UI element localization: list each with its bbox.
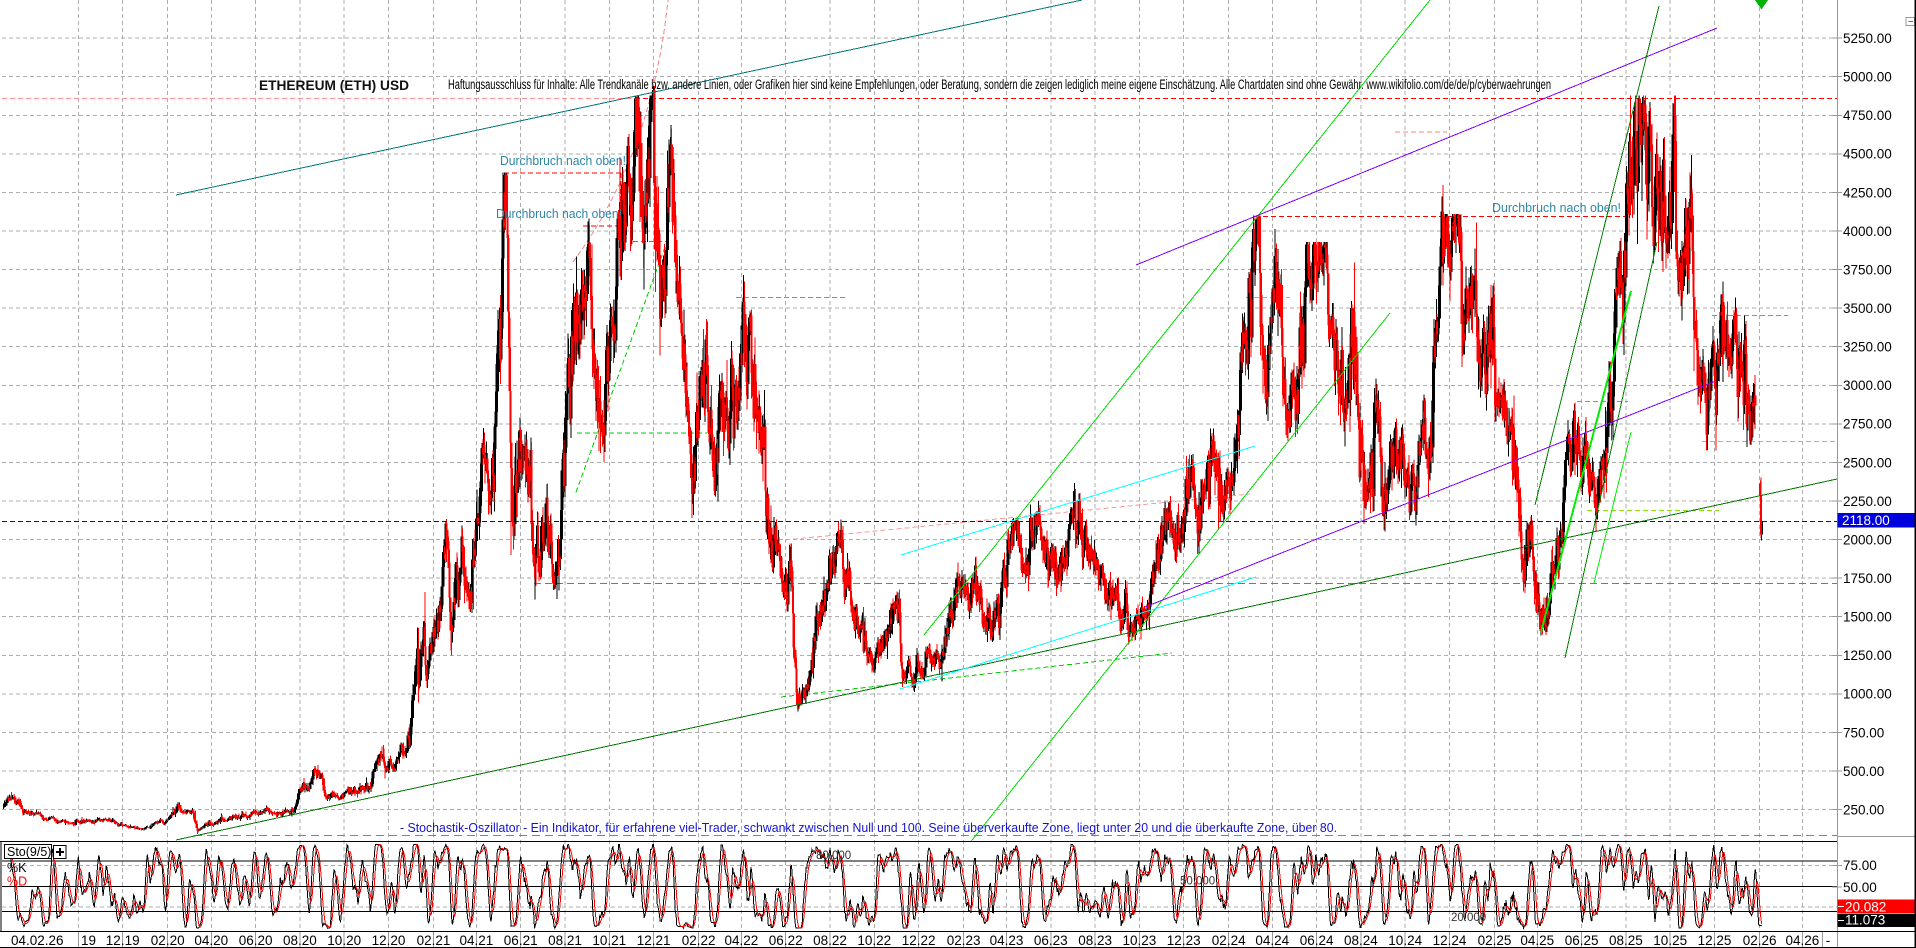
svg-text:Sto(9/5): Sto(9/5): [7, 845, 51, 859]
svg-text:1250.00: 1250.00: [1843, 648, 1892, 663]
svg-text:10.21: 10.21: [592, 933, 626, 948]
svg-text:10.20: 10.20: [327, 933, 361, 948]
svg-text:06.23: 06.23: [1034, 933, 1068, 948]
svg-text:Durchbruch nach oben!: Durchbruch nach oben!: [500, 153, 626, 168]
svg-text:12.23: 12.23: [1167, 933, 1201, 948]
svg-text:%D: %D: [7, 875, 27, 889]
svg-text:06.21: 06.21: [504, 933, 538, 948]
svg-text:Haftungsausschluss für Inhalte: Haftungsausschluss für Inhalte: Alle Tre…: [448, 77, 1551, 92]
svg-text:500.00: 500.00: [1843, 764, 1884, 779]
svg-text:12.21: 12.21: [637, 933, 671, 948]
svg-text:08.23: 08.23: [1078, 933, 1112, 948]
svg-text:08.21: 08.21: [548, 933, 582, 948]
svg-text:08.25: 08.25: [1609, 933, 1643, 948]
svg-text:2750.00: 2750.00: [1843, 417, 1892, 432]
svg-text:3250.00: 3250.00: [1843, 340, 1892, 355]
svg-text:1000.00: 1000.00: [1843, 687, 1892, 702]
svg-text:04.24: 04.24: [1255, 933, 1289, 948]
svg-text:4500.00: 4500.00: [1843, 147, 1892, 162]
svg-text:02.26: 02.26: [1743, 933, 1777, 948]
svg-text:3500.00: 3500.00: [1843, 301, 1892, 316]
svg-text:1750.00: 1750.00: [1843, 571, 1892, 586]
svg-text:10.24: 10.24: [1388, 933, 1422, 948]
svg-text:20.000: 20.000: [1451, 912, 1486, 924]
svg-text:06.22: 06.22: [769, 933, 803, 948]
svg-text:11.073: 11.073: [1845, 913, 1885, 928]
svg-text:1500.00: 1500.00: [1843, 610, 1892, 625]
svg-text:5250.00: 5250.00: [1843, 31, 1892, 46]
svg-text:04.02.26: 04.02.26: [11, 933, 64, 948]
svg-text:4750.00: 4750.00: [1843, 108, 1892, 123]
svg-text:06.25: 06.25: [1565, 933, 1599, 948]
svg-text:10.22: 10.22: [857, 933, 891, 948]
svg-text:75.00: 75.00: [1843, 858, 1877, 873]
svg-text:04.22: 04.22: [725, 933, 759, 948]
svg-text:4000.00: 4000.00: [1843, 224, 1892, 239]
svg-text:4250.00: 4250.00: [1843, 185, 1892, 200]
svg-text:50.000: 50.000: [1180, 876, 1215, 888]
svg-text:06.20: 06.20: [239, 933, 273, 948]
svg-text:04.20: 04.20: [194, 933, 228, 948]
svg-text:19: 19: [81, 933, 96, 948]
svg-text:-: -: [1826, 933, 1831, 948]
svg-text:12.22: 12.22: [902, 933, 936, 948]
svg-text:250.00: 250.00: [1843, 802, 1884, 817]
svg-text:50.00: 50.00: [1843, 880, 1877, 895]
svg-text:12.20: 12.20: [372, 933, 406, 948]
svg-text:12.19: 12.19: [106, 933, 140, 948]
svg-text:04.21: 04.21: [460, 933, 494, 948]
svg-text:ETHEREUM (ETH) USD: ETHEREUM (ETH) USD: [259, 77, 409, 93]
svg-text:3000.00: 3000.00: [1843, 378, 1892, 393]
svg-text:Durchbruch nach oben!: Durchbruch nach oben!: [1492, 200, 1621, 215]
svg-text:750.00: 750.00: [1843, 725, 1884, 740]
svg-text:02.24: 02.24: [1212, 933, 1246, 948]
svg-text:08.24: 08.24: [1344, 933, 1378, 948]
svg-text:- Stochastik-Oszillator - Ein: - Stochastik-Oszillator - Ein Indikator,…: [400, 820, 1337, 835]
svg-text:12.24: 12.24: [1433, 933, 1467, 948]
svg-text:2250.00: 2250.00: [1843, 494, 1892, 509]
svg-text:02.23: 02.23: [947, 933, 981, 948]
svg-text:02.21: 02.21: [417, 933, 451, 948]
svg-text:10.23: 10.23: [1123, 933, 1157, 948]
svg-text:02.22: 02.22: [682, 933, 716, 948]
svg-text:12.25: 12.25: [1698, 933, 1732, 948]
svg-text:2118.00: 2118.00: [1842, 513, 1890, 528]
svg-text:04.26: 04.26: [1786, 933, 1820, 948]
svg-text:02.20: 02.20: [151, 933, 185, 948]
svg-text:08.20: 08.20: [283, 933, 317, 948]
svg-text:04.25: 04.25: [1520, 933, 1554, 948]
svg-text:08.22: 08.22: [813, 933, 847, 948]
svg-text:Durchbruch nach oben!: Durchbruch nach oben!: [496, 206, 622, 221]
svg-text:2000.00: 2000.00: [1843, 532, 1892, 547]
svg-text:20.082: 20.082: [1845, 900, 1886, 915]
svg-text:02.25: 02.25: [1478, 933, 1512, 948]
svg-text:5000.00: 5000.00: [1843, 70, 1892, 85]
svg-text:3750.00: 3750.00: [1843, 262, 1892, 277]
svg-text:06.24: 06.24: [1300, 933, 1334, 948]
svg-text:%K: %K: [7, 861, 27, 875]
svg-text:80.000: 80.000: [816, 850, 851, 862]
svg-text:04.23: 04.23: [990, 933, 1024, 948]
svg-text:10.25: 10.25: [1653, 933, 1687, 948]
svg-text:2500.00: 2500.00: [1843, 455, 1892, 470]
